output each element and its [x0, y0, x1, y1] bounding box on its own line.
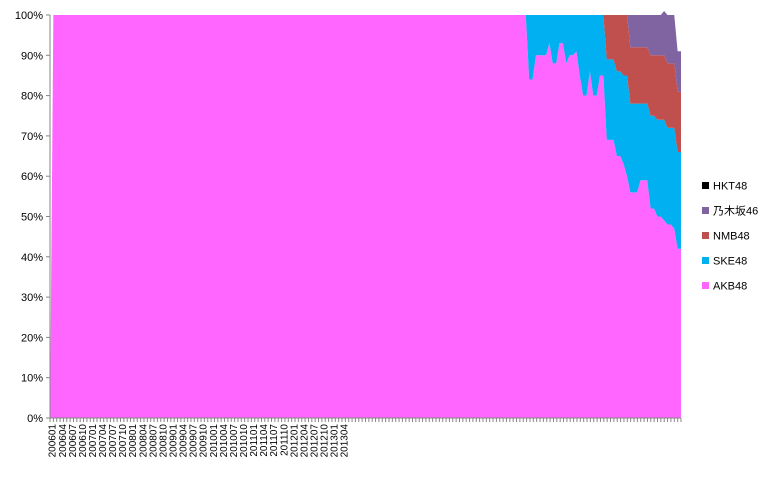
y-tick-label: 60% [21, 171, 43, 183]
y-tick-label: 90% [21, 50, 43, 62]
area-series-nmb48 [50, 15, 681, 418]
area-series-akb48 [50, 15, 681, 418]
area-series-group [50, 10, 681, 418]
x-tick-label: 200801 [128, 424, 139, 458]
legend-swatch [702, 207, 709, 214]
x-tick-label: 200710 [118, 424, 129, 458]
y-tick-label: 40% [21, 252, 43, 264]
y-tick-label: 10% [21, 373, 43, 385]
legend-swatch [702, 282, 709, 289]
legend-label: HKT48 [713, 181, 747, 193]
legend-label: AKB48 [713, 281, 747, 293]
legend-swatch [702, 232, 709, 239]
legend-label: SKE48 [713, 256, 747, 268]
x-tick-label: 201201 [289, 424, 300, 458]
legend-swatch [702, 182, 709, 189]
x-tick-label: 200701 [88, 424, 99, 458]
x-tick-label: 201207 [309, 424, 320, 458]
x-tick-label: 200901 [169, 424, 180, 458]
x-tick-label: 201210 [320, 424, 331, 458]
x-tick-label: 201004 [219, 424, 230, 458]
x-tick-label: 201104 [259, 424, 270, 457]
legend-label: NMB48 [713, 231, 750, 243]
y-tick-label: 50% [21, 212, 43, 224]
x-tick-label: 201110 [279, 424, 290, 456]
x-tick-label: 200707 [108, 424, 119, 458]
y-tick-label: 0% [27, 413, 43, 425]
legend: HKT48 乃木坂46 NMB48 SKE48 AKB48 [702, 181, 758, 293]
x-tick-label: 200910 [199, 424, 210, 458]
x-tick-label: 201304 [340, 424, 351, 458]
x-tick-label: 200610 [78, 424, 89, 458]
legend-swatch [702, 257, 709, 264]
x-tick-label: 200601 [48, 424, 59, 458]
x-tick-label: 200607 [68, 424, 79, 458]
x-tick-label: 200704 [98, 424, 109, 458]
y-tick-label: 70% [21, 131, 43, 143]
legend-label: 乃木坂46 [713, 205, 758, 218]
y-tick-label: 20% [21, 332, 43, 344]
y-tick-label: 80% [21, 91, 43, 103]
x-tick-label: 200907 [189, 424, 200, 458]
x-tick-label: 201101 [249, 424, 260, 457]
x-tick-label: 201010 [239, 424, 250, 458]
x-tick-label: 200904 [179, 424, 190, 458]
x-tick-label: 200804 [138, 424, 149, 458]
axes-group: 0%10%20%30%40%50%60%70%80%90%100%200601 2… [15, 10, 682, 458]
x-tick-label: 200810 [158, 424, 169, 458]
x-tick-label: 200604 [58, 424, 69, 458]
y-tick-label: 100% [15, 10, 43, 22]
x-tick-label: 200807 [148, 424, 159, 458]
x-tick-label: 201107 [269, 424, 280, 457]
y-tick-label: 30% [21, 292, 43, 304]
x-tick-label: 201001 [209, 424, 220, 458]
x-tick-label: 201007 [229, 424, 240, 458]
x-tick-label: 201204 [299, 424, 310, 458]
x-tick-label: 201301 [330, 424, 341, 458]
